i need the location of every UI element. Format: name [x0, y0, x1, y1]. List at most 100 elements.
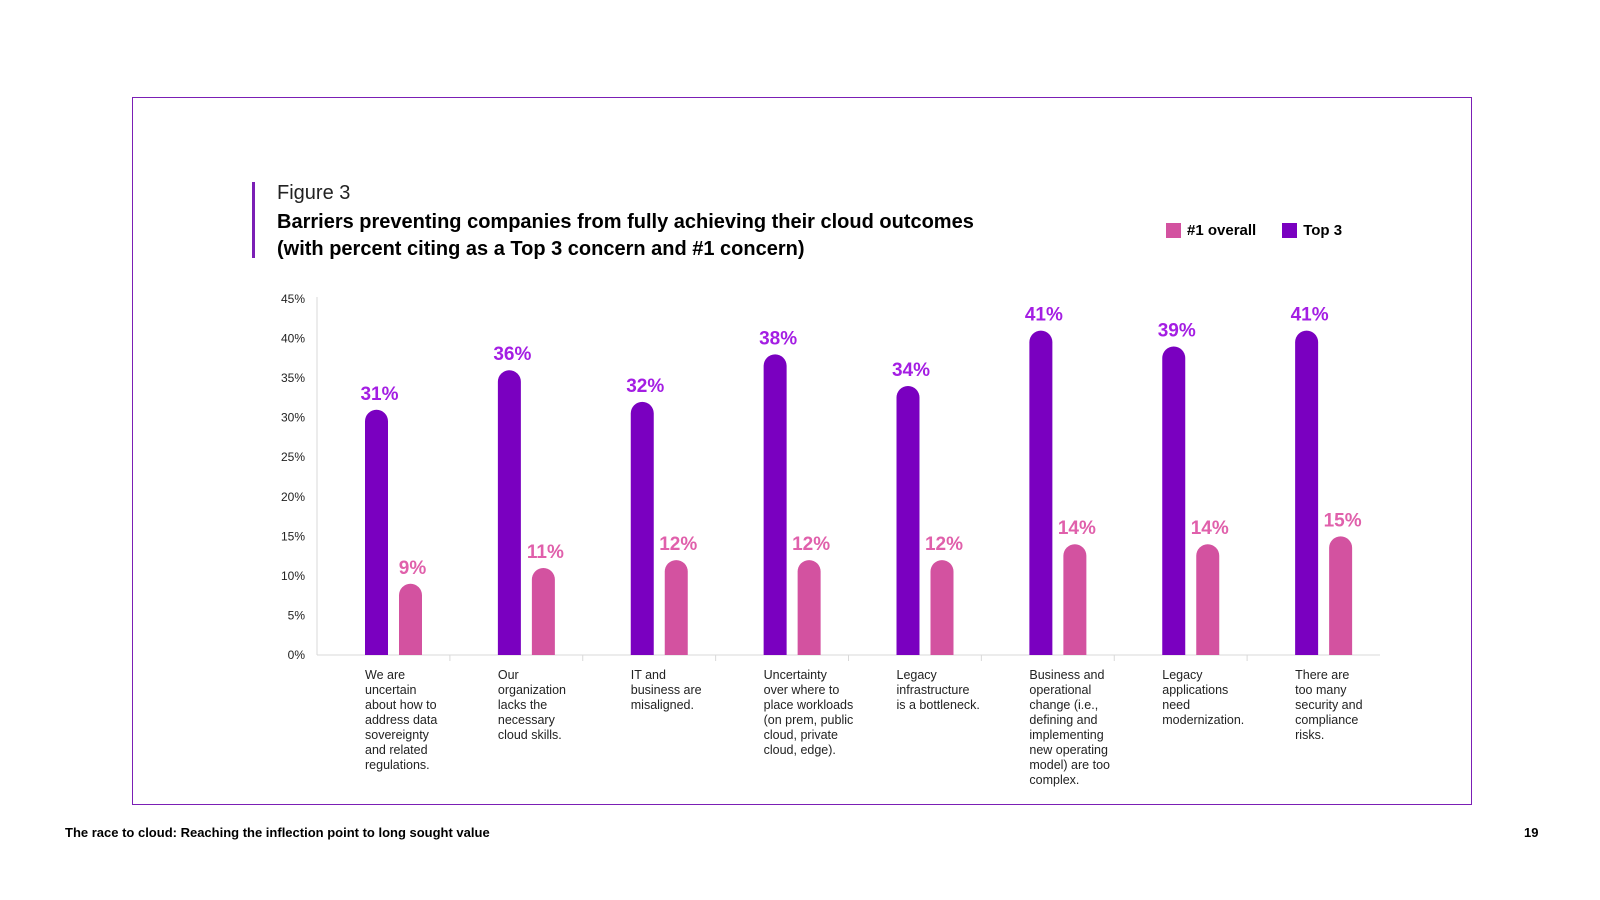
- data-label-overall: 12%: [925, 534, 963, 555]
- x-category-label: Legacy infrastructure is a bottleneck.: [897, 668, 1005, 713]
- title-block: Figure 3 Barriers preventing companies f…: [252, 182, 1017, 260]
- data-label-top3: 32%: [626, 376, 664, 397]
- legend-swatch-top3: [1282, 223, 1298, 238]
- data-label-overall: 15%: [1324, 510, 1362, 531]
- x-category-label-line: (on prem, public: [763, 713, 854, 727]
- bar-overall: [399, 583, 422, 655]
- x-category-label-line: model) are too: [1029, 758, 1110, 772]
- data-label-overall: 12%: [792, 534, 830, 555]
- x-category-label-line: Legacy: [1162, 668, 1203, 682]
- data-label-top3: 41%: [1291, 305, 1329, 326]
- x-category-label-line: defining and: [1029, 713, 1098, 727]
- x-category-label-line: necessary: [497, 713, 555, 727]
- chart-title-line-1: Barriers preventing companies from fully…: [277, 211, 974, 233]
- legend-label-overall: #1 overall: [1187, 222, 1257, 239]
- legend-swatch-overall: [1166, 223, 1181, 238]
- x-category-label-line: security and: [1295, 698, 1363, 712]
- chart-title-line-2: (with percent citing as a Top 3 concern …: [277, 238, 805, 260]
- x-category-label-line: cloud, private: [763, 728, 838, 742]
- bar-top3: [365, 409, 388, 655]
- y-tick-label: 25%: [281, 450, 305, 464]
- x-category-label: Legacy applications need modernization.: [1162, 668, 1270, 728]
- x-category-label-line: risks.: [1295, 728, 1325, 742]
- data-label-overall: 9%: [399, 558, 427, 579]
- bar-top3: [1162, 346, 1186, 655]
- x-category-label-line: infrastructure: [896, 683, 970, 697]
- chart-legend: #1 overall Top 3: [1166, 222, 1342, 239]
- x-category-label-line: is a bottleneck.: [896, 698, 980, 712]
- x-category-label-line: over where to: [763, 683, 840, 697]
- x-category-label-line: change (i.e.,: [1029, 698, 1099, 712]
- data-label-top3: 31%: [360, 384, 398, 405]
- x-category-label-line: Our: [497, 668, 519, 682]
- bar-overall: [797, 560, 821, 655]
- y-tick-label: 40%: [281, 332, 305, 346]
- x-category-label-line: sovereignty: [365, 728, 429, 742]
- x-category-label-line: regulations.: [365, 758, 430, 772]
- x-category-label-line: cloud, edge).: [763, 743, 836, 757]
- data-label-overall: 11%: [527, 542, 564, 563]
- y-tick-label: 45%: [281, 292, 305, 306]
- y-tick-label: 20%: [281, 490, 305, 504]
- y-tick-label: 30%: [281, 411, 305, 425]
- y-tick-label: 5%: [288, 608, 306, 622]
- y-tick-label: 10%: [281, 569, 305, 583]
- x-category-label-line: need: [1162, 698, 1191, 712]
- data-label-top3: 38%: [759, 328, 797, 349]
- x-category-label-line: applications: [1162, 683, 1229, 697]
- x-category-label: We are uncertain about how to address data s…: [365, 668, 473, 773]
- x-category-label-line: operational: [1029, 683, 1092, 697]
- x-category-label-line: There are: [1295, 668, 1350, 682]
- x-category-label-line: cloud skills.: [497, 728, 562, 742]
- y-tick-label: 35%: [281, 371, 305, 385]
- bar-overall: [930, 560, 954, 655]
- x-category-label-line: modernization.: [1162, 713, 1245, 727]
- data-label-top3: 34%: [892, 360, 930, 381]
- x-category-label: Business and operational change (i.e., defi…: [1029, 668, 1137, 788]
- x-category-label-line: Uncertainty: [763, 668, 827, 682]
- x-category-label-line: compliance: [1295, 713, 1359, 727]
- data-label-top3: 39%: [1158, 320, 1196, 341]
- x-category-label-line: new operating: [1029, 743, 1108, 757]
- bar-overall: [531, 567, 555, 655]
- y-tick-label: 0%: [288, 648, 306, 662]
- x-category-label: There are too many security and compliance r…: [1295, 668, 1403, 743]
- x-category-label-line: uncertain: [365, 683, 417, 697]
- data-label-top3: 41%: [1025, 305, 1063, 326]
- x-category-label: Uncertainty over where to place workloads(…: [764, 668, 872, 758]
- bar-top3: [1295, 330, 1319, 655]
- x-category-label-line: complex.: [1029, 773, 1080, 787]
- x-category-label-line: about how to: [365, 698, 437, 712]
- x-category-label-line: business are: [630, 683, 702, 697]
- footer-title: The race to cloud: Reaching the inflecti…: [65, 825, 490, 840]
- bar-top3: [630, 401, 654, 655]
- x-category-label-line: and related: [365, 743, 428, 757]
- page-number: 19: [1524, 825, 1539, 840]
- legend-label-top3: Top 3: [1303, 222, 1343, 239]
- bar-top3: [497, 370, 521, 655]
- figure-frame: [132, 97, 1472, 805]
- data-label-top3: 36%: [493, 344, 531, 365]
- bar-overall: [1196, 544, 1220, 655]
- x-category-label-line: Legacy: [896, 668, 937, 682]
- x-category-label: IT and business are misaligned.: [631, 668, 739, 713]
- figure-label: Figure 3: [277, 182, 351, 204]
- y-tick-label: 15%: [281, 529, 305, 543]
- bar-top3: [1029, 330, 1053, 655]
- legend-item-overall: #1 overall: [1166, 222, 1256, 239]
- legend-item-top3: Top 3: [1282, 222, 1342, 239]
- data-label-overall: 14%: [1191, 518, 1229, 539]
- data-label-overall: 14%: [1058, 518, 1096, 539]
- bar-overall: [664, 560, 688, 655]
- x-category-label-line: address data: [365, 713, 438, 727]
- bar-top3: [896, 386, 920, 655]
- x-category-label: Our organization lacks the necessary cloud s…: [498, 668, 606, 743]
- x-category-label-line: Business and: [1029, 668, 1105, 682]
- data-label-overall: 12%: [659, 534, 697, 555]
- x-category-label-line: IT and: [630, 668, 666, 682]
- x-category-label-line: organization: [497, 683, 566, 697]
- x-category-label-line: misaligned.: [630, 698, 694, 712]
- bar-top3: [763, 354, 787, 655]
- x-category-label-line: too many: [1295, 683, 1347, 697]
